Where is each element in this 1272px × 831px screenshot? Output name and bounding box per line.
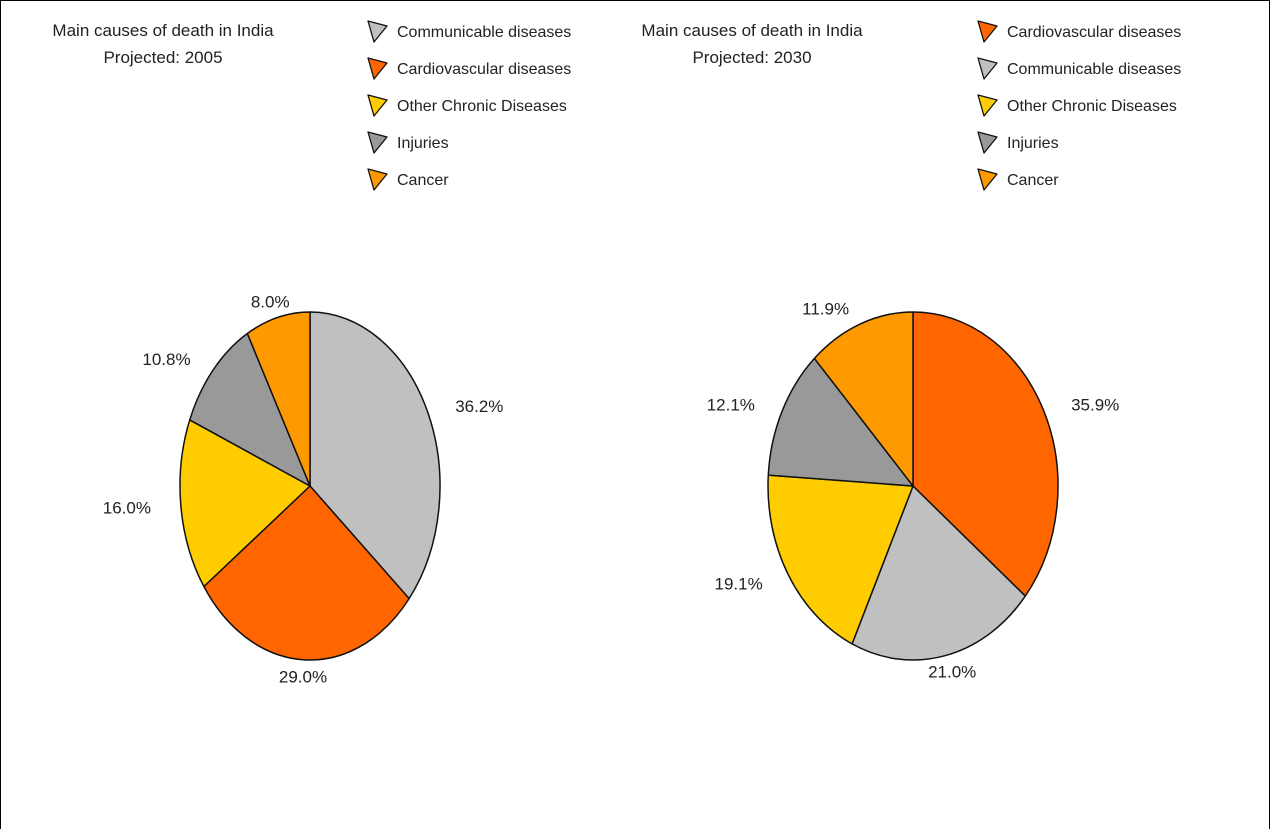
- legend-swatch-cardiovascular-diseases: [367, 57, 388, 80]
- legend-label-other-chronic-diseases: Other Chronic Diseases: [397, 98, 567, 115]
- legend-swatch-cancer: [367, 168, 388, 191]
- pie-labels: 35.9% 21.0% 19.1% 12.1% 11.9%: [707, 300, 1120, 682]
- chart-title: Main causes of death in India: [641, 21, 863, 40]
- legend-label-communicable-diseases: Communicable diseases: [1007, 61, 1181, 78]
- pie-slice-cancer: [813, 311, 914, 487]
- pie-slice-cancer: [246, 311, 311, 487]
- pie-label-cardiovascular-diseases: 35.9%: [1071, 395, 1119, 414]
- pie-chart-2030: Main causes of death in India Projected:…: [641, 20, 1181, 682]
- pie-slice-communicable-diseases: [851, 485, 1027, 661]
- legend-swatch-other-chronic-diseases: [367, 94, 388, 117]
- pie-chart-2005: Main causes of death in India Projected:…: [52, 20, 571, 687]
- legend-swatch-cancer: [977, 168, 998, 191]
- chart-subtitle: Projected: 2030: [692, 48, 811, 67]
- pie-slices: [179, 311, 441, 661]
- pie-slice-other-chronic-diseases: [767, 474, 914, 645]
- pie-label-other-chronic-diseases: 16.0%: [103, 499, 151, 518]
- pie-slice-cardiovascular-diseases: [203, 485, 410, 661]
- legend-label-communicable-diseases: Communicable diseases: [397, 24, 571, 41]
- pie-slices: [767, 311, 1059, 661]
- pie-label-cardiovascular-diseases: 29.0%: [279, 667, 327, 686]
- legend-swatch-injuries: [977, 131, 998, 154]
- chart-title: Main causes of death in India: [52, 21, 274, 40]
- legend-swatch-other-chronic-diseases: [977, 94, 998, 117]
- legend-label-other-chronic-diseases: Other Chronic Diseases: [1007, 98, 1177, 115]
- pie-slice-communicable-diseases: [309, 311, 441, 600]
- legend-label-cardiovascular-diseases: Cardiovascular diseases: [1007, 24, 1181, 41]
- legend-swatch-cardiovascular-diseases: [977, 20, 998, 43]
- pie-label-injuries: 12.1%: [707, 395, 755, 414]
- legend-swatch-communicable-diseases: [367, 20, 388, 43]
- chart-subtitle: Projected: 2005: [103, 48, 222, 67]
- pie-label-other-chronic-diseases: 19.1%: [714, 575, 762, 594]
- pie-label-injuries: 10.8%: [142, 350, 190, 369]
- pie-label-communicable-diseases: 36.2%: [455, 397, 503, 416]
- pie-label-communicable-diseases: 21.0%: [928, 663, 976, 682]
- legend: Cardiovascular diseases Communicable dise…: [977, 20, 1181, 191]
- pie-label-cancer: 11.9%: [802, 300, 849, 319]
- legend-label-cancer: Cancer: [397, 172, 449, 189]
- legend: Communicable diseases Cardiovascular dise…: [367, 20, 571, 191]
- pie-slice-other-chronic-diseases: [179, 419, 311, 588]
- pie-slice-injuries: [188, 332, 311, 487]
- pie-label-cancer: 8.0%: [251, 293, 290, 312]
- legend-swatch-injuries: [367, 131, 388, 154]
- legend-label-injuries: Injuries: [397, 135, 449, 152]
- legend-label-cardiovascular-diseases: Cardiovascular diseases: [397, 61, 571, 78]
- legend-swatch-communicable-diseases: [977, 57, 998, 80]
- pie-slice-cardiovascular-diseases: [912, 311, 1059, 597]
- legend-label-cancer: Cancer: [1007, 172, 1059, 189]
- legend-label-injuries: Injuries: [1007, 135, 1059, 152]
- pie-labels: 36.2% 29.0% 16.0% 10.8% 8.0%: [103, 293, 504, 687]
- pie-slice-injuries: [767, 357, 914, 487]
